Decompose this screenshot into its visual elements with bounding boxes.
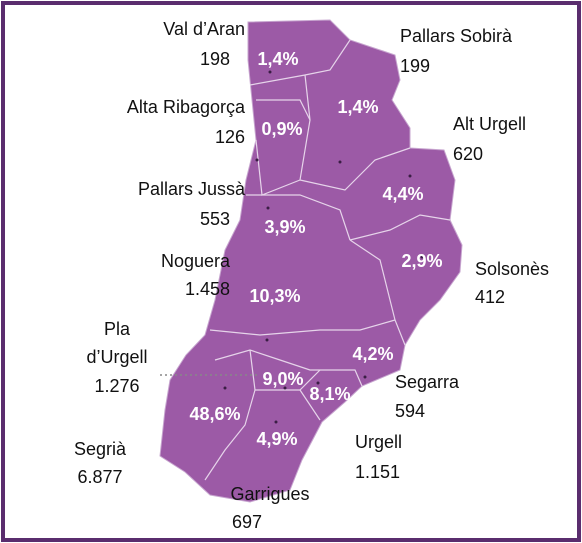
region-share: 4,9% [256,429,297,449]
region-dot [338,160,342,164]
region-count: 1.458 [185,279,230,299]
region-name: Urgell [355,432,402,452]
region-name: Alta Ribagorça [127,97,246,117]
province-shape [159,19,463,503]
region-dot [266,206,270,210]
region-share: 8,1% [309,384,350,404]
region-name: Segrià [74,439,127,459]
region-share: 1,4% [337,97,378,117]
region-name: Pla [104,319,131,339]
region-count: 620 [453,144,483,164]
region-count: 1.151 [355,462,400,482]
region-name: Noguera [161,251,231,271]
region-borders [204,39,451,481]
region-name: d’Urgell [86,347,147,367]
region-dot [420,255,424,259]
region-name: Pallars Sobirà [400,26,513,46]
region-name: Segarra [395,372,460,392]
region-count: 1.276 [94,376,139,396]
region-share: 48,6% [189,404,240,424]
region-count: 198 [200,49,230,69]
region-count: 594 [395,401,425,421]
region-count: 6.877 [77,467,122,487]
region-name: Alt Urgell [453,114,526,134]
region-dot [283,386,287,390]
region-share: 4,2% [352,344,393,364]
region-dot [408,174,412,178]
region-share: 4,4% [382,184,423,204]
region-count: 553 [200,209,230,229]
region-share: 1,4% [257,49,298,69]
region-share: 10,3% [249,286,300,306]
region-share: 3,9% [264,217,305,237]
region-share: 2,9% [401,251,442,271]
region-dot [316,381,320,385]
region-count: 697 [232,512,262,532]
region-name: Solsonès [475,259,549,279]
region-dot [265,338,269,342]
region-share: 9,0% [262,369,303,389]
region-name: Pallars Jussà [138,179,246,199]
region-share: 0,9% [261,119,302,139]
region-dot [274,420,278,424]
region-count: 412 [475,287,505,307]
region-count: 199 [400,56,430,76]
region-dot [223,386,227,390]
region-dot [268,70,272,74]
region-name: Val d’Aran [163,19,245,39]
region-dot [363,375,367,379]
region-dot [255,158,259,162]
region-count: 126 [215,127,245,147]
region-name: Garrigues [230,484,309,504]
